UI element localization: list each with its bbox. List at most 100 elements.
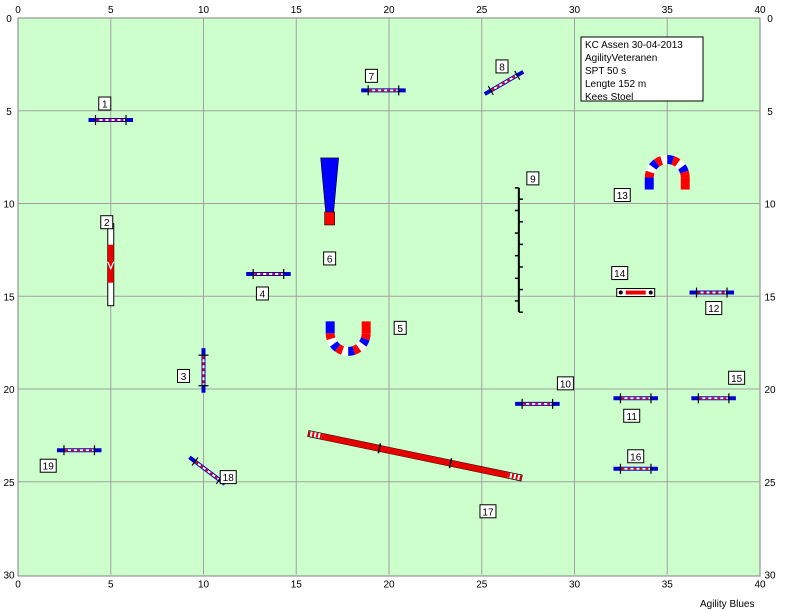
x-tick-label: 30 [569, 5, 581, 16]
obstacle-number: 15 [731, 374, 743, 385]
obstacle-number: 11 [627, 412, 638, 423]
obstacles [56, 70, 736, 486]
grid [18, 18, 760, 575]
tunnel-segment [675, 159, 686, 170]
x-tick-label: 40 [754, 580, 766, 591]
obstacle-label: 5 [393, 320, 407, 335]
info-spt: SPT 50 s [585, 66, 626, 77]
label-box [495, 59, 509, 74]
y-tick-label: 0 [767, 14, 773, 25]
jump-19 [56, 445, 102, 456]
label-box [613, 188, 631, 203]
footer-label: Agility Blues [700, 599, 754, 610]
label-box [219, 470, 237, 485]
tunnel-segment [326, 337, 338, 347]
obstacle-label: 17 [479, 504, 497, 518]
tyre-ring [107, 244, 114, 283]
obstacle-number: 12 [708, 304, 720, 315]
tunnel-segment [667, 155, 675, 165]
x-tick-label: 10 [198, 5, 210, 16]
x-tick-label: 35 [662, 580, 674, 591]
long-jump-marker [618, 290, 623, 295]
obstacle-number: 13 [617, 191, 629, 202]
jump-16 [613, 463, 658, 474]
jump-10 [515, 398, 560, 409]
tunnel-segment [325, 333, 336, 341]
y-tick-label: 10 [3, 200, 15, 211]
obstacle-number: 10 [560, 379, 572, 390]
obstacle-label: 7 [364, 68, 378, 83]
tunnel-segment [680, 170, 690, 178]
obstacle-number: 1 [102, 100, 108, 111]
dogwalk-support [377, 443, 382, 454]
label-box [255, 286, 269, 301]
jump-bar-stripes [491, 74, 517, 91]
x-tick-label: 5 [108, 580, 114, 591]
tunnel-segment [649, 159, 660, 170]
obstacle-label: 18 [219, 470, 237, 485]
tunnel-13 [644, 155, 690, 190]
obstacle-label: 1 [98, 96, 112, 111]
label-box [100, 215, 114, 230]
y-tick-label: 5 [767, 107, 773, 118]
obstacle-label: 15 [728, 370, 746, 385]
label-box [98, 96, 112, 111]
long-jump-marker [648, 290, 653, 295]
dogwalk-support [448, 458, 453, 469]
obstacle-number: 2 [104, 218, 110, 229]
jump-1 [88, 115, 134, 126]
x-tick-label: 20 [383, 5, 395, 16]
chute-6 [320, 157, 339, 226]
y-tick-label: 15 [3, 292, 15, 303]
y-tick-label: 20 [3, 385, 15, 396]
obstacle-number: 9 [530, 174, 536, 185]
label-box [323, 251, 337, 266]
dogwalk-body [321, 433, 509, 479]
jump-stand [514, 70, 521, 80]
tunnel-5 [325, 321, 371, 356]
obstacle-number: 8 [499, 62, 505, 73]
y-tick-label: 10 [764, 200, 776, 211]
obstacle-number: 18 [223, 473, 235, 484]
obstacle-number: 7 [369, 72, 375, 83]
long-jump-14 [616, 288, 656, 298]
dogwalk-17 [307, 430, 523, 482]
jump-11 [613, 393, 658, 404]
chute-barrel [324, 211, 335, 226]
y-tick-label: 25 [764, 478, 776, 489]
obstacle-label: 10 [556, 376, 574, 391]
obstacle-label: 4 [255, 286, 269, 301]
jump-stand [191, 457, 199, 466]
y-tick-label: 30 [764, 571, 776, 582]
obstacle-number: 14 [614, 269, 626, 280]
jump-12 [689, 287, 735, 298]
x-tick-label: 20 [383, 580, 395, 591]
x-tick-label: 25 [476, 5, 488, 16]
label-box [728, 370, 746, 385]
label-box [556, 376, 574, 391]
label-box [393, 320, 407, 335]
info-box: KC Assen 30-04-2013 AgilityVeteranen SPT… [580, 36, 704, 103]
tunnel-segment [671, 156, 681, 167]
label-box [623, 408, 641, 423]
x-tick-label: 5 [108, 5, 114, 16]
info-class: AgilityVeteranen [585, 53, 657, 64]
label-box [177, 368, 190, 383]
obstacle-label: 8 [495, 59, 509, 74]
jump-8 [483, 70, 525, 96]
obstacle-label: 3 [177, 368, 190, 383]
obstacle-number: 6 [327, 254, 333, 265]
tunnel-segment [341, 346, 349, 356]
tunnel-segment [360, 333, 371, 341]
x-tick-label: 10 [198, 580, 210, 591]
info-title: KC Assen 30-04-2013 [585, 40, 683, 51]
x-tick-label: 15 [291, 5, 303, 16]
jump-18 [188, 455, 227, 486]
x-tick-label: 25 [476, 580, 488, 591]
x-tick-label: 15 [291, 580, 303, 591]
jump-bar-stripes [195, 461, 220, 481]
obstacle-number: 4 [260, 289, 266, 300]
tunnel-segment [329, 341, 341, 352]
